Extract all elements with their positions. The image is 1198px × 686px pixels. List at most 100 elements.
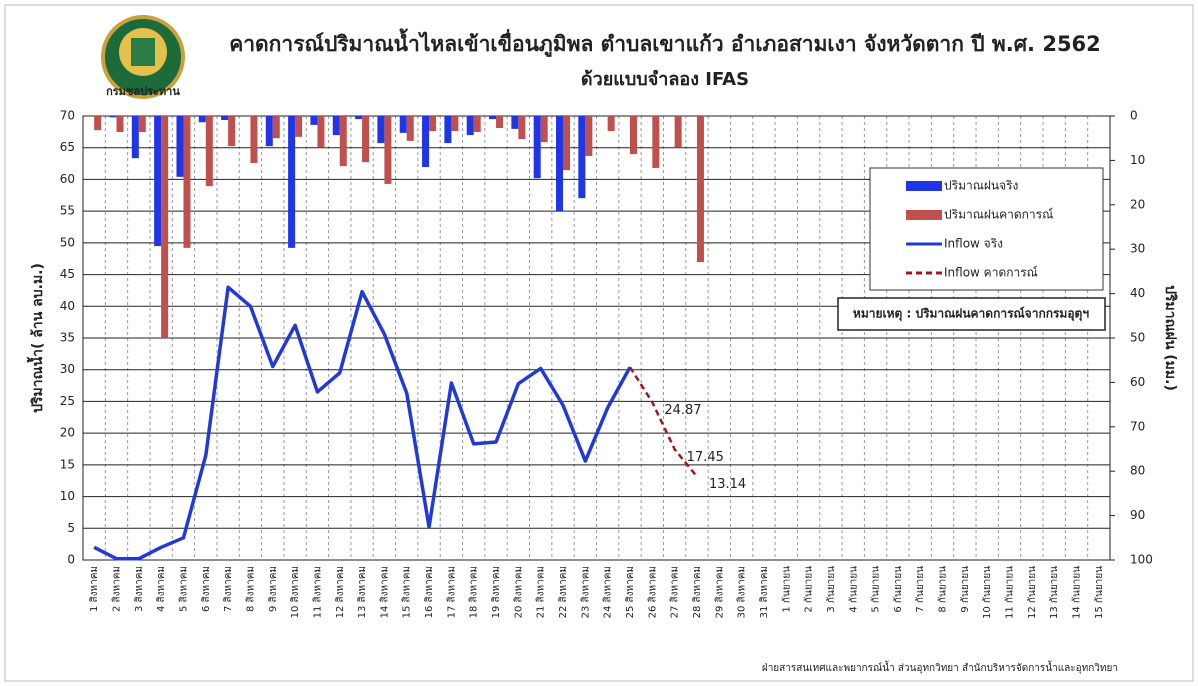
legend-swatch	[906, 181, 942, 191]
x-tick-label: 14 กันยายน	[1072, 566, 1083, 619]
rain-bar	[652, 116, 660, 168]
y2-tick-label: 40	[1130, 286, 1145, 300]
rain-bar	[563, 116, 571, 171]
rain-bar	[533, 116, 541, 179]
x-tick-label: 22 สิงหาคม	[558, 566, 569, 618]
x-tick-label: 12 กันยายน	[1027, 566, 1038, 619]
legend-label: ปริมาณฝนคาดการณ์	[944, 208, 1053, 222]
rain-bar	[109, 116, 117, 118]
logo-text: กรมชลประทาน	[106, 85, 180, 98]
rain-bar	[496, 116, 504, 128]
y-tick-label: 45	[60, 267, 75, 281]
legend-label: Inflow จริง	[944, 237, 1003, 251]
y2-tick-label: 0	[1130, 109, 1138, 123]
y2-tick-label: 10	[1130, 153, 1145, 167]
y2-tick-label: 60	[1130, 375, 1145, 389]
x-tick-label: 30 สิงหาคม	[737, 566, 748, 618]
x-tick-label: 20 สิงหาคม	[513, 566, 524, 618]
x-tick-label: 10 สิงหาคม	[290, 566, 301, 618]
x-tick-label: 15 กันยายน	[1094, 566, 1105, 619]
rain-bar	[556, 116, 564, 212]
data-label: 13.14	[709, 477, 746, 492]
rain-bar	[176, 116, 184, 177]
rain-bar	[451, 116, 459, 132]
x-tick-label: 13 กันยายน	[1049, 566, 1060, 619]
x-tick-label: 4 กันยายน	[848, 566, 859, 613]
y-tick-label: 65	[60, 140, 75, 154]
rain-bar	[429, 116, 437, 132]
x-tick-label: 28 สิงหาคม	[692, 566, 703, 618]
rain-bar	[288, 116, 296, 248]
note-box	[837, 297, 1106, 331]
logo	[101, 15, 185, 99]
x-tick-label: 2 สิงหาคม	[111, 566, 122, 612]
y2-tick-label: 100	[1130, 553, 1153, 567]
x-tick-label: 25 สิงหาคม	[625, 566, 636, 618]
rain-bar	[399, 116, 407, 133]
rain-bar	[94, 116, 102, 131]
x-tick-label: 15 สิงหาคม	[402, 566, 413, 618]
x-tick-label: 29 สิงหาคม	[714, 566, 725, 618]
x-tick-label: 16 สิงหาคม	[424, 566, 435, 618]
data-label: 24.87	[664, 403, 701, 418]
rain-bar	[295, 116, 303, 137]
y2-tick-label: 20	[1130, 197, 1145, 211]
y-tick-label: 0	[67, 553, 75, 567]
forecast-line	[628, 366, 698, 478]
x-tick-label: 9 สิงหาคม	[268, 566, 279, 612]
rain-bar	[310, 116, 318, 125]
rain-bar	[629, 116, 637, 155]
rain-bar	[332, 116, 340, 136]
rain-bar	[138, 116, 146, 132]
rain-bar	[198, 116, 206, 123]
x-tick-label: 11 สิงหาคม	[312, 566, 323, 618]
x-tick-label: 24 สิงหาคม	[603, 566, 614, 618]
rain-bar	[154, 116, 162, 247]
chart-title: คาดการณ์ปริมาณน้ำไหลเข้าเขื่อนภูมิพล ตำบ…	[229, 28, 1101, 58]
legend-label: ปริมาณฝนจริง	[944, 179, 1018, 193]
rain-bar	[384, 116, 392, 184]
rain-bar	[339, 116, 347, 167]
x-tick-label: 4 สิงหาคม	[156, 566, 167, 612]
x-tick-label: 18 สิงหาคม	[469, 566, 480, 618]
legend-label: Inflow คาดการณ์	[944, 266, 1038, 280]
x-tick-label: 3 สิงหาคม	[134, 566, 145, 612]
x-tick-label: 10 กันยายน	[982, 566, 993, 619]
rain-bar	[607, 116, 615, 132]
y2-tick-label: 30	[1130, 242, 1145, 256]
rain-bar	[131, 116, 139, 159]
x-tick-label: 6 กันยายน	[893, 566, 904, 613]
x-tick-label: 7 สิงหาคม	[223, 566, 234, 612]
x-tick-label: 11 กันยายน	[1005, 566, 1016, 619]
rain-bar	[161, 116, 169, 338]
y-tick-label: 35	[60, 331, 75, 345]
y-tick-label: 5	[67, 521, 75, 535]
rain-bar	[422, 116, 430, 168]
rain-bar	[674, 116, 682, 148]
x-tick-label: 17 สิงหาคม	[446, 566, 457, 618]
y-tick-label: 20	[60, 426, 75, 440]
rain-bar	[489, 116, 497, 120]
x-tick-label: 19 สิงหาคม	[491, 566, 502, 618]
x-tick-label: 2 กันยายน	[804, 566, 815, 613]
x-tick-label: 13 สิงหาคม	[357, 566, 368, 618]
y-tick-label: 10	[60, 489, 75, 503]
x-tick-label: 1 สิงหาคม	[89, 566, 100, 612]
x-tick-label: 8 กันยายน	[938, 566, 949, 613]
x-tick-label: 5 กันยายน	[871, 566, 882, 613]
footer: ฝ่ายสารสนเทศและพยากรณ์น้ำ ส่วนอุทกวิทยา …	[762, 660, 1118, 674]
x-tick-label: 31 สิงหาคม	[759, 566, 770, 618]
y-tick-label: 25	[60, 394, 75, 408]
rain-bar	[473, 116, 481, 132]
rain-bar	[221, 116, 229, 120]
rain-bar	[696, 116, 704, 263]
x-tick-label: 23 สิงหาคม	[580, 566, 591, 618]
rain-bar	[511, 116, 519, 129]
chart-subtitle: ด้วยแบบจำลอง IFAS	[581, 69, 749, 90]
rain-bar	[444, 116, 452, 144]
rain-bar	[518, 116, 526, 140]
rain-bar	[265, 116, 273, 147]
rain-bar	[228, 116, 236, 147]
